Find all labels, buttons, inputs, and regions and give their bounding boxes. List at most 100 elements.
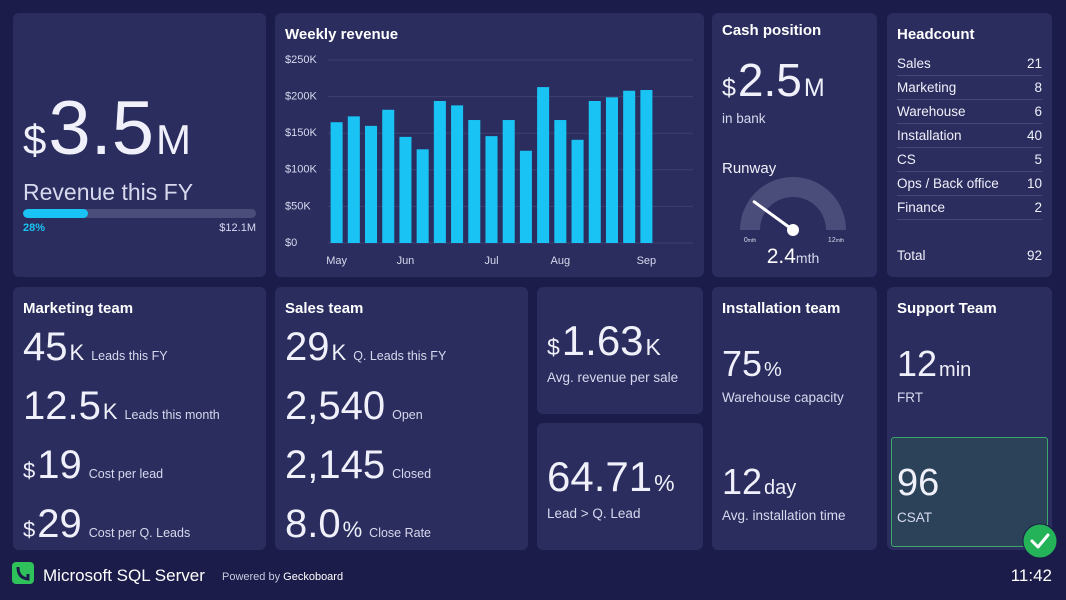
headcount-row: Finance 2 <box>897 195 1042 220</box>
status-check <box>1022 523 1058 559</box>
x-tick-label: Jul <box>484 255 498 267</box>
progress-goal: $12.1M <box>219 222 256 234</box>
gauge-hub <box>787 224 799 236</box>
gauge-needle <box>752 200 795 232</box>
progress-track <box>23 209 256 218</box>
row-label: Ops / Back office <box>897 175 999 191</box>
y-tick-label: $150K <box>285 127 317 139</box>
stat-value: 12 day <box>722 464 846 500</box>
bar <box>416 149 429 243</box>
stat-label: FRT <box>897 390 923 405</box>
stat-number: 12.5 <box>23 384 101 428</box>
powered-by-text: Powered by <box>222 571 281 583</box>
powered-by: Powered by Geckoboard <box>222 571 343 583</box>
stat-prefix: $ <box>547 334 560 360</box>
x-tick-label: Jun <box>397 255 415 267</box>
stat: 12.5 K Leads this month <box>23 386 220 426</box>
gauge-max-unit: mth <box>836 238 845 244</box>
stat: 96 CSAT <box>897 464 939 525</box>
logo <box>12 562 34 584</box>
stat-number: 12 <box>897 343 938 384</box>
stat-value: 2,540 Open <box>285 386 423 426</box>
support-panel: Support Team 12 min FRT 96 CSAT <box>887 287 1052 550</box>
total-value: 92 <box>1026 247 1042 263</box>
installation-panel: Installation team 75% Warehouse capacity 1… <box>712 287 877 550</box>
bar <box>537 87 550 243</box>
row-value: 21 <box>1026 55 1042 71</box>
stat-value: 96 <box>897 464 939 502</box>
gauge-min-unit: mth <box>748 238 757 244</box>
stat-prefix: $ <box>23 458 36 483</box>
bar <box>347 116 360 243</box>
headcount-row: Marketing 8 <box>897 75 1042 100</box>
clock: 11:42 <box>1010 566 1052 585</box>
stat-prefix: $ <box>722 74 736 102</box>
stat-label: Cost per Q. Leads <box>88 526 191 540</box>
stat-suffix: K <box>331 340 347 365</box>
sales-panel: Sales team 29 K Q. Leads this FY 2,540 Open 2… <box>275 287 528 550</box>
bar <box>519 150 532 243</box>
row-value: 40 <box>1026 127 1042 143</box>
panel-title: Cash position <box>722 22 822 39</box>
stat-label: Avg. installation time <box>722 508 846 523</box>
gauge-max: 12mth <box>828 237 844 244</box>
row-label: Warehouse <box>897 103 966 119</box>
headcount-row: Installation 40 <box>897 123 1042 148</box>
stat-value: $2.5 M <box>722 57 825 103</box>
stat-number: 75 <box>722 343 763 384</box>
stat: $3.5 M Revenue this FY <box>23 91 193 206</box>
stat: 45 K Leads this FY <box>23 327 168 367</box>
runway-title: Runway <box>722 160 777 177</box>
stat-suffix: M <box>156 116 192 163</box>
bar <box>571 139 584 243</box>
stat-number: 29 <box>37 502 82 546</box>
stat-suffix: K <box>102 399 118 424</box>
stat-number: 12 <box>722 461 763 502</box>
gauge-max-number: 12 <box>828 237 836 244</box>
stat-number: 64.71 <box>547 453 653 500</box>
stat-value: 12 min <box>897 346 971 382</box>
bar <box>554 120 567 243</box>
brand: Geckoboard <box>283 571 344 583</box>
bar <box>588 100 601 243</box>
bar <box>623 90 636 243</box>
stat-suffix: M <box>803 74 825 102</box>
stat-value: 2,145 Closed <box>285 445 431 485</box>
headcount-row: Ops / Back office 10 <box>897 171 1042 196</box>
stat-value: 45 K Leads this FY <box>23 327 168 367</box>
chart: $0 $50K $100K $150K $200K $250K May Jun Jul Aug Se… <box>285 54 693 267</box>
stat-prefix: $ <box>23 116 47 163</box>
row-label: Installation <box>897 127 962 143</box>
weekly-revenue-panel: Weekly revenue $0 $50K $100K $150K $200K $250… <box>275 13 704 277</box>
row-value: 5 <box>1034 151 1042 167</box>
source-name: Microsoft SQL Server <box>43 566 205 585</box>
bar <box>330 122 343 243</box>
stat-value: 8.0% Close Rate <box>285 504 431 544</box>
row-label: CS <box>897 151 916 167</box>
stat-label: Leads this FY <box>91 349 168 363</box>
y-tick-label: $50K <box>285 200 311 212</box>
stat: 2,145 Closed <box>285 445 431 485</box>
stat-label: Warehouse capacity <box>722 390 844 405</box>
stat-label: Leads this month <box>124 408 220 422</box>
stat-value: $3.5 M <box>23 91 193 167</box>
stat-label: in bank <box>722 111 766 126</box>
stat-label: Open <box>392 408 423 422</box>
row-value: 10 <box>1026 175 1042 191</box>
bar <box>485 136 498 243</box>
bar <box>399 136 412 243</box>
stat: $19 Cost per lead <box>23 445 163 485</box>
stat-suffix: % <box>764 359 782 381</box>
stat-label: Q. Leads this FY <box>353 349 447 363</box>
stat-number: 2.5 <box>737 54 802 106</box>
stat-number: 2,145 <box>285 443 386 487</box>
row-label: Finance <box>897 199 946 215</box>
bar <box>502 120 515 243</box>
stat: 75% Warehouse capacity <box>722 343 844 406</box>
stat-value: $1.63 K <box>547 320 678 362</box>
stat-label: Lead > Q. Lead <box>547 506 641 521</box>
stat: 64.71% Lead > Q. Lead <box>547 453 675 522</box>
y-tick-label: $100K <box>285 164 317 176</box>
stat-prefix: $ <box>23 517 36 542</box>
